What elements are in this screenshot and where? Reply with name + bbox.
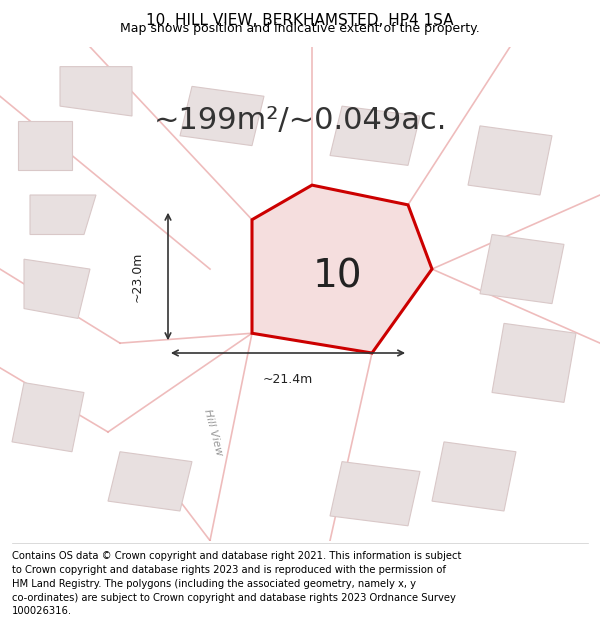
Polygon shape <box>30 195 96 234</box>
Text: ~21.4m: ~21.4m <box>263 372 313 386</box>
Polygon shape <box>18 121 72 170</box>
Text: to Crown copyright and database rights 2023 and is reproduced with the permissio: to Crown copyright and database rights 2… <box>12 564 446 574</box>
Polygon shape <box>60 67 132 116</box>
Text: co-ordinates) are subject to Crown copyright and database rights 2023 Ordnance S: co-ordinates) are subject to Crown copyr… <box>12 592 456 602</box>
Text: HM Land Registry. The polygons (including the associated geometry, namely x, y: HM Land Registry. The polygons (includin… <box>12 579 416 589</box>
Polygon shape <box>108 452 192 511</box>
Text: 100026316.: 100026316. <box>12 606 72 616</box>
Text: 10: 10 <box>313 257 362 295</box>
Polygon shape <box>492 323 576 402</box>
Text: Map shows position and indicative extent of the property.: Map shows position and indicative extent… <box>120 22 480 35</box>
Polygon shape <box>330 106 420 166</box>
Text: ~23.0m: ~23.0m <box>131 251 144 302</box>
Text: Hill View: Hill View <box>202 408 224 456</box>
Polygon shape <box>24 259 90 318</box>
Polygon shape <box>330 462 420 526</box>
Polygon shape <box>252 185 432 353</box>
Text: 10, HILL VIEW, BERKHAMSTED, HP4 1SA: 10, HILL VIEW, BERKHAMSTED, HP4 1SA <box>146 13 454 28</box>
Polygon shape <box>432 442 516 511</box>
Polygon shape <box>180 86 264 146</box>
Text: Contains OS data © Crown copyright and database right 2021. This information is : Contains OS data © Crown copyright and d… <box>12 551 461 561</box>
Polygon shape <box>468 126 552 195</box>
Polygon shape <box>480 234 564 304</box>
Text: ~199m²/~0.049ac.: ~199m²/~0.049ac. <box>154 106 446 135</box>
Polygon shape <box>12 382 84 452</box>
